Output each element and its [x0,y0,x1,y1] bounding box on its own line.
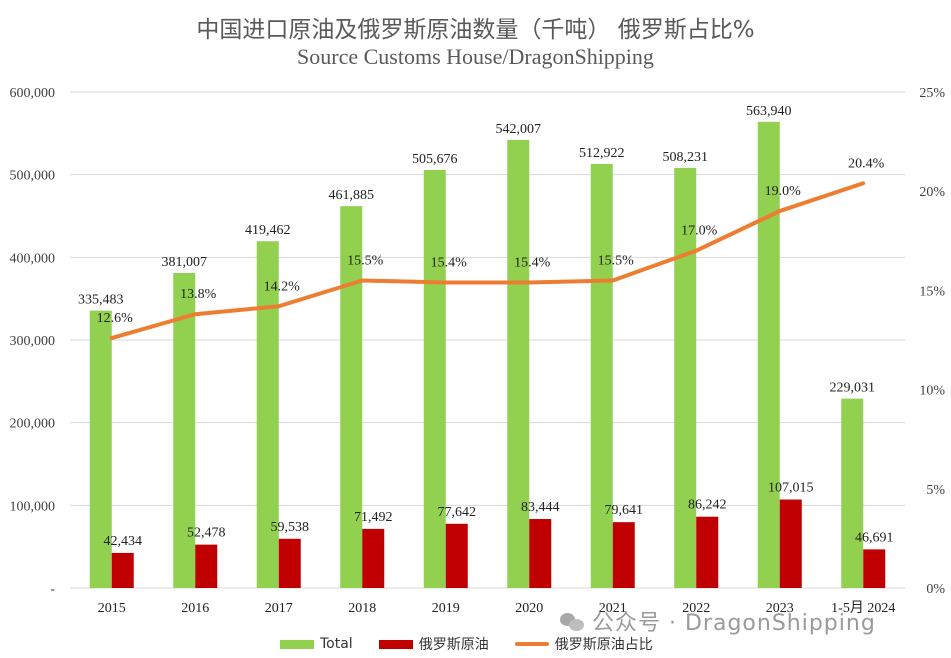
bar-russia [696,516,719,588]
data-label-russia: 59,538 [271,520,310,535]
legend-label-total: Total [320,636,353,652]
data-label-total: 419,462 [245,223,291,238]
bar-russia [195,544,218,588]
chart-legend: Total 俄罗斯原油 俄罗斯原油占比 [280,633,679,655]
bar-russia [612,522,635,588]
y-right-tick-label: 20% [919,185,945,200]
data-label-total: 542,007 [496,122,542,137]
y-left-tick-label: 500,000 [10,169,56,184]
data-label-share: 15.4% [514,255,551,270]
data-label-russia: 83,444 [521,500,560,515]
x-tick-label: 2015 [98,601,126,616]
bar-total [674,167,697,588]
chart-subtitle: Source Customs House/DragonShipping [297,44,654,69]
bar-russia [111,552,134,588]
data-label-total: 508,231 [663,150,709,165]
bar-total [507,139,530,588]
x-tick-label: 2016 [181,601,209,616]
bar-total [841,398,864,588]
y-left-tick-label: 300,000 [10,334,56,349]
bar-total [757,121,780,588]
x-tick-label: 2021 [599,601,627,616]
y-left-tick-label: - [50,582,55,597]
data-label-russia: 79,641 [605,503,644,518]
legend-label-share: 俄罗斯原油占比 [554,637,653,653]
x-tick-label: 2020 [515,601,543,616]
watermark: 公众号 · DragonShipping [560,605,876,637]
data-label-russia: 46,691 [855,530,894,545]
y-left-tick-label: 200,000 [10,417,56,432]
data-label-share: 15.4% [431,255,468,270]
y-right-tick-label: 15% [919,284,945,299]
legend-swatch-total [280,639,314,649]
x-tick-label: 1-5月 2024 [831,600,895,616]
legend-swatch-russia [378,639,413,649]
bar-russia [445,523,468,588]
x-tick-label: 2022 [682,601,710,616]
data-label-total: 461,885 [329,188,375,203]
x-tick-label: 2017 [265,601,293,616]
data-label-share: 20.4% [848,156,885,171]
y-left-tick-label: 600,000 [10,86,56,101]
data-label-total: 512,922 [579,146,625,161]
bar-total [340,206,363,589]
x-tick-label: 2019 [432,601,460,616]
bar-russia [529,519,552,588]
data-label-total: 229,031 [830,381,876,396]
bar-total [590,163,613,588]
data-label-share: 17.0% [681,224,718,239]
watermark-text: 公众号 · DragonShipping [592,611,876,636]
data-label-share: 15.5% [347,253,384,268]
data-label-share: 19.0% [765,184,802,199]
data-label-share: 12.6% [97,311,134,326]
data-label-russia: 42,434 [104,534,143,549]
data-label-total: 335,483 [78,293,124,308]
y-left-tick-label: 100,000 [10,499,56,514]
x-tick-label: 2023 [766,601,794,616]
data-label-russia: 71,492 [354,510,393,525]
legend-item-total: Total [280,636,353,652]
bar-total [173,273,196,588]
bar-total [256,241,279,588]
legend-item-russia: 俄罗斯原油 [378,634,489,654]
data-label-total: 563,940 [746,104,792,119]
y-right-tick-label: 25% [919,86,945,101]
y-right-tick-label: 0% [926,582,945,597]
wechat-icon [560,611,586,633]
legend-item-share: 俄罗斯原油占比 [514,634,653,654]
bar-russia [863,549,886,588]
legend-swatch-share [514,642,549,646]
data-label-share: 13.8% [180,287,217,302]
data-label-russia: 77,642 [438,505,477,520]
data-label-share: 15.5% [598,253,635,268]
bar-total [89,310,112,588]
x-tick-label: 2018 [348,601,376,616]
y-left-tick-label: 400,000 [10,251,56,266]
data-label-russia: 86,242 [688,498,727,513]
data-label-russia: 52,478 [187,526,226,541]
y-right-tick-label: 10% [919,384,945,399]
data-label-total: 505,676 [412,152,458,167]
y-right-tick-label: 5% [926,483,945,498]
bar-russia [278,538,301,588]
data-label-russia: 107,015 [768,481,814,496]
bar-total [423,169,446,589]
data-label-total: 381,007 [162,255,208,270]
chart-title: 中国进口原油及俄罗斯原油数量（千吨） 俄罗斯占比% [196,17,755,43]
legend-label-russia: 俄罗斯原油 [418,637,489,653]
data-label-share: 14.2% [264,279,301,294]
bar-russia [779,499,802,588]
bar-russia [362,528,385,588]
line-share [109,181,866,341]
